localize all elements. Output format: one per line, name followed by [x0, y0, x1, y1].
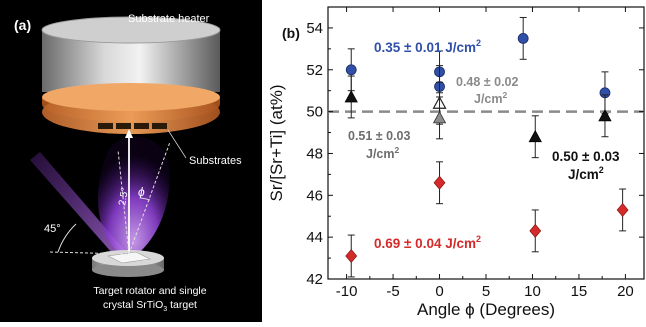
horizontal-guide-line: [49, 251, 129, 255]
data-point-triangle: [344, 90, 358, 103]
black-annotation-line1: 0.50 ± 0.03: [552, 149, 620, 164]
x-tick-label: -10: [336, 283, 358, 300]
data-point-diamond: [345, 249, 358, 263]
x-axis-title: Angle ϕ (Degrees): [417, 300, 555, 319]
substrate-heater-label: Substrate heater: [128, 13, 210, 25]
data-point-diamond: [433, 175, 446, 190]
y-tick-label: 44: [306, 229, 323, 246]
substrate-chips: [98, 123, 167, 129]
x-tick-label: -5: [386, 283, 399, 300]
data-point-diamond: [616, 202, 629, 217]
light-gray-annotation-line2: J/cm2: [474, 90, 508, 106]
x-tick-label: 20: [617, 283, 634, 300]
laser-beam: [30, 152, 128, 262]
angle-2-5-label: 2.5°: [117, 187, 131, 207]
y-tick-label: 46: [306, 187, 323, 204]
y-tick-label: 48: [306, 145, 323, 162]
light-gray-annotation-line1: 0.48 ± 0.02: [456, 75, 519, 89]
substrates-label: Substrates: [189, 155, 242, 167]
x-tick-label: 0: [435, 283, 443, 300]
data-point-gray-triangle: [432, 111, 447, 124]
chart-panel: (b) -10 -5 0 5 10 15 20 42 44 46 48 50 52 54 Sr/[Sr+…: [262, 0, 646, 322]
y-tick-label: 42: [306, 271, 323, 288]
angle-45-arc: [57, 223, 77, 253]
y-axis-ticks: 42 44 46 48 50 52 54: [306, 20, 644, 288]
substrate-holder: [42, 83, 220, 134]
schematic-panel: (a) Substrate heater Substrates 2.5° ϕ 4…: [0, 0, 262, 322]
panel-b-label: (b): [282, 25, 300, 41]
data-point-triangle: [598, 108, 612, 122]
phi-label: ϕ: [138, 185, 145, 199]
substrate-heater: [41, 16, 221, 92]
composition-chart: (b) -10 -5 0 5 10 15 20 42 44 46 48 50 52 54 Sr/[Sr+…: [262, 0, 646, 322]
target-label-line2: crystal SrTiO3 target: [103, 299, 197, 313]
series-triangle: [344, 75, 612, 159]
small-angle-guide-line: [117, 149, 130, 255]
data-point-circle: [345, 64, 357, 76]
data-series: [344, 16, 629, 278]
series-diamond: [345, 161, 629, 278]
x-tick-label: 15: [571, 283, 588, 300]
target-rotator: [92, 250, 164, 277]
red-series-annotation: 0.69 ± 0.04 J/cm2: [374, 234, 481, 251]
black-annotation-line2: J/cm2: [568, 165, 604, 182]
x-tick-label: 10: [524, 283, 541, 300]
plasma-plume: [97, 136, 170, 258]
data-point-diamond: [529, 223, 542, 238]
target-label-line1: Target rotator and single: [93, 285, 206, 297]
dark-gray-annotation-line1: 0.51 ± 0.03: [348, 129, 411, 143]
x-tick-label: 5: [482, 283, 490, 300]
y-tick-label: 52: [306, 62, 323, 79]
data-point-triangle: [528, 129, 542, 143]
series-triangle-gray: [432, 96, 447, 140]
y-tick-label: 50: [306, 104, 323, 121]
data-point-circle: [517, 32, 529, 44]
dark-gray-annotation-line2: J/cm2: [366, 145, 400, 161]
angle-45-label: 45°: [44, 223, 61, 235]
substrates-leader-line: [167, 129, 187, 159]
normal-arrowhead: [125, 129, 133, 138]
y-axis-title: Sr/[Sr+Ti] (at%): [267, 85, 286, 202]
x-axis-ticks: -10 -5 0 5 10 15 20: [336, 7, 634, 300]
y-tick-label: 54: [306, 20, 323, 37]
panel-a-label: (a): [14, 17, 31, 33]
pld-schematic: (a) Substrate heater Substrates 2.5° ϕ 4…: [0, 0, 262, 322]
phi-arc: [140, 197, 151, 201]
blue-series-annotation: 0.35 ± 0.01 J/cm2: [374, 38, 481, 55]
